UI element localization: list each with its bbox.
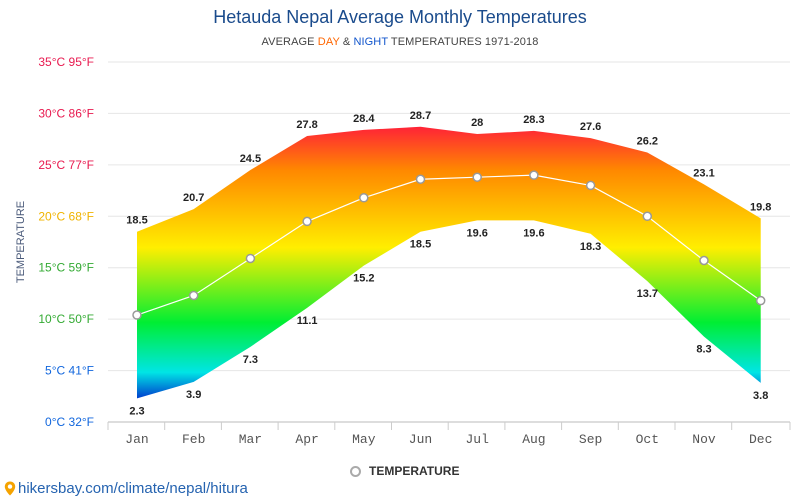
y-tick-label: 25°C 77°F <box>38 158 94 172</box>
temperature-point <box>472 172 482 182</box>
x-tick-label: Feb <box>182 432 205 447</box>
legend-label: TEMPERATURE <box>369 464 460 478</box>
y-tick-label: 15°C 59°F <box>38 261 94 275</box>
y-tick-label: 0°C 32°F <box>45 415 94 429</box>
y-tick-label: 10°C 50°F <box>38 312 94 326</box>
y-tick-label: 20°C 68°F <box>38 209 94 223</box>
subtitle-amp: & <box>339 36 354 48</box>
night-low-label: 2.3 <box>129 405 144 417</box>
x-tick-label: May <box>352 432 376 447</box>
temperature-point <box>755 295 766 306</box>
night-low-label: 8.3 <box>696 344 711 356</box>
day-high-label: 27.8 <box>296 119 317 131</box>
night-low-label: 3.8 <box>753 390 768 402</box>
x-tick-label: Jan <box>125 432 148 447</box>
temperature-point <box>585 180 596 191</box>
temperature-point <box>642 211 653 222</box>
x-tick-label: Aug <box>522 432 545 447</box>
temperature-point <box>132 310 142 320</box>
x-tick-label: Jun <box>409 432 432 447</box>
y-tick-label: 5°C 41°F <box>45 364 94 378</box>
subtitle-night: NIGHT <box>353 36 388 48</box>
temperature-point <box>245 253 256 264</box>
night-low-label: 7.3 <box>243 354 258 366</box>
axis-layer: 35°C 95°F 30°C 86°F 25°C 77°F 20°C 68°F 15°C… <box>15 55 791 447</box>
x-tick-label: Mar <box>239 432 262 447</box>
subtitle-suffix: TEMPERATURES 1971-2018 <box>387 36 539 48</box>
day-high-label: 20.7 <box>183 192 204 204</box>
temperature-point <box>188 290 199 301</box>
line-layer <box>132 170 766 320</box>
night-low-label: 3.9 <box>186 389 201 401</box>
label-layer: 18.5 20.7 24.5 27.8 28.4 28.7 28 28.3 27.6 26.2 23… <box>126 110 771 418</box>
night-low-label: 15.2 <box>353 273 374 285</box>
x-tick-label: Dec <box>749 432 772 447</box>
temperature-point <box>699 255 709 266</box>
subtitle-day: DAY <box>317 36 340 48</box>
x-tick-label: Jul <box>465 432 489 447</box>
day-high-label: 23.1 <box>693 167 714 179</box>
temperature-point <box>415 174 426 185</box>
day-high-label: 28.3 <box>523 114 544 126</box>
subtitle-prefix: AVERAGE <box>261 36 318 48</box>
day-high-label: 24.5 <box>240 153 261 165</box>
x-tick-label: Nov <box>692 432 716 447</box>
day-high-label: 28.4 <box>353 113 375 125</box>
night-low-label: 11.1 <box>297 315 318 327</box>
x-tick-label: Sep <box>579 432 602 447</box>
x-tick-label: Apr <box>295 432 318 447</box>
footer-link[interactable]: hikersbay.com/climate/nepal/hitura <box>4 480 248 497</box>
footer-url: hikersbay.com/climate/nepal/hitura <box>18 480 248 497</box>
night-low-label: 19.6 <box>466 227 487 239</box>
temperature-point <box>529 170 539 180</box>
chart-title: Hetauda Nepal Average Monthly Temperatur… <box>213 7 587 27</box>
y-axis-title: TEMPERATURE <box>15 201 27 283</box>
day-high-label: 28.7 <box>410 110 431 122</box>
y-tick-label: 35°C 95°F <box>38 55 94 69</box>
night-low-label: 18.5 <box>410 239 431 251</box>
chart-subtitle: AVERAGE DAY & NIGHT TEMPERATURES 1971-20… <box>0 36 800 48</box>
temperature-line <box>136 174 762 316</box>
night-low-label: 13.7 <box>637 288 658 300</box>
temperature-point <box>302 216 312 227</box>
y-tick-label: 30°C 86°F <box>38 106 94 120</box>
temperature-range-area <box>137 126 761 399</box>
legend-marker-icon <box>350 465 361 477</box>
day-high-label: 27.6 <box>580 121 601 133</box>
temperature-point <box>359 193 369 203</box>
night-low-label: 18.3 <box>580 241 601 253</box>
area-layer <box>137 126 761 399</box>
location-pin-icon <box>4 481 16 496</box>
day-high-label: 18.5 <box>126 215 147 227</box>
day-high-label: 28 <box>471 117 483 129</box>
night-low-label: 19.6 <box>523 227 544 239</box>
day-high-label: 19.8 <box>750 201 771 213</box>
x-tick-label: Oct <box>636 432 659 447</box>
legend[interactable]: TEMPERATURE <box>350 464 459 478</box>
day-high-label: 26.2 <box>637 136 658 148</box>
